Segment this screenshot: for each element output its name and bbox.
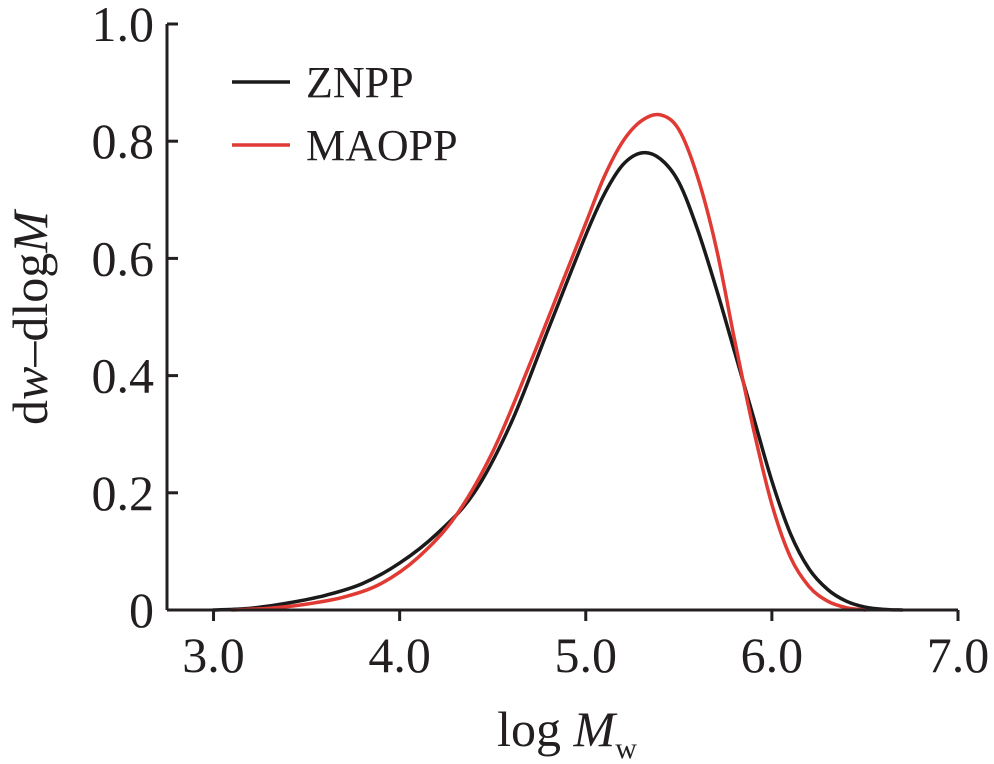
legend-label-znpp: ZNPP: [306, 58, 414, 107]
x-tick-label: 4.0: [368, 627, 431, 683]
legend: ZNPP MAOPP: [232, 58, 458, 170]
y-tick-label: 0: [129, 582, 154, 638]
y-tick-label: 0.6: [92, 230, 155, 286]
x-axis-title-var: M: [573, 701, 618, 757]
y-tick-label: 0.4: [92, 348, 155, 404]
y-tick-label: 0.2: [92, 465, 155, 521]
y-ticks: 0 0.2 0.4 0.6 0.8 1.0: [92, 0, 178, 638]
y-tick-label: 0.8: [92, 113, 155, 169]
x-tick-label: 3.0: [182, 627, 245, 683]
x-tick-label: 7.0: [927, 627, 990, 683]
x-tick-label: 5.0: [555, 627, 618, 683]
x-axis-title-sub: w: [615, 732, 637, 764]
x-ticks: 3.0 4.0 5.0 6.0 7.0: [182, 610, 989, 683]
x-axis-title-main: log: [497, 701, 573, 757]
y-axis-title-prefix: d: [2, 400, 58, 425]
x-tick-label: 6.0: [741, 627, 804, 683]
x-axis-title: log Mw: [497, 701, 637, 764]
y-axis-title-M: M: [2, 209, 58, 254]
plot-lines: [211, 112, 904, 612]
y-tick-label: 1.0: [92, 0, 155, 52]
y-axis-title-mid: –dlog: [2, 253, 58, 368]
series-line-znpp: [211, 150, 904, 612]
legend-label-maopp: MAOPP: [306, 121, 458, 170]
y-axis-title: dw–dlogM: [2, 209, 58, 425]
axes: [165, 24, 958, 612]
series-line-maopp: [230, 112, 867, 612]
y-axis-title-w: w: [2, 367, 58, 400]
